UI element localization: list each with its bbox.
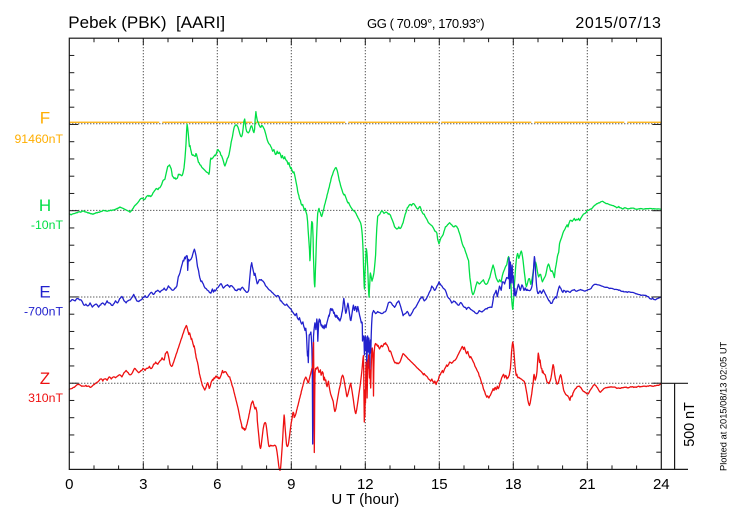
svg-text:-700nT: -700nT — [24, 304, 63, 318]
svg-text:U T (hour): U T (hour) — [331, 491, 399, 508]
svg-text:9: 9 — [287, 476, 295, 493]
svg-text:Pebek (PBK) [AARI]: Pebek (PBK) [AARI] — [68, 13, 225, 32]
svg-text:12: 12 — [357, 476, 374, 493]
svg-text:Z: Z — [40, 369, 50, 388]
svg-text:500 nT: 500 nT — [682, 402, 698, 447]
svg-text:H: H — [39, 196, 51, 215]
svg-text:-10nT: -10nT — [31, 218, 64, 232]
svg-text:6: 6 — [213, 476, 221, 493]
svg-text:2015/07/13: 2015/07/13 — [575, 15, 661, 32]
svg-text:21: 21 — [579, 476, 596, 493]
svg-text:310nT: 310nT — [28, 391, 63, 405]
svg-text:18: 18 — [505, 476, 522, 493]
svg-text:F: F — [40, 108, 50, 127]
svg-text:24: 24 — [653, 476, 670, 493]
svg-text:3: 3 — [139, 476, 147, 493]
svg-text:Plotted at 2015/08/13 02:05 UT: Plotted at 2015/08/13 02:05 UT — [719, 341, 729, 471]
svg-text:0: 0 — [65, 476, 73, 493]
svg-text:91460nT: 91460nT — [14, 132, 63, 146]
svg-text:15: 15 — [431, 476, 448, 493]
svg-text:E: E — [39, 283, 50, 302]
svg-text:GG ( 70.09°, 170.93°): GG ( 70.09°, 170.93°) — [367, 16, 484, 31]
